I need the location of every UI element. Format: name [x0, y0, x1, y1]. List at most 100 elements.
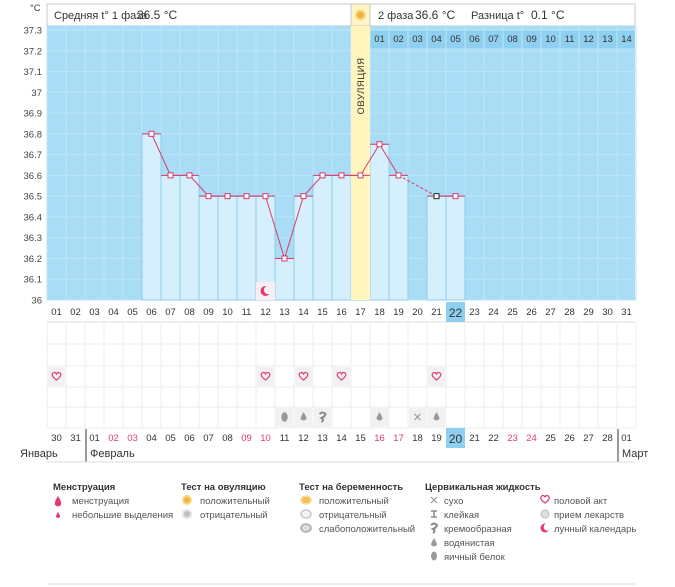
calendar-date-label[interactable]: 21	[469, 433, 480, 444]
sex-cell	[257, 367, 274, 386]
cycle-day-label[interactable]: 03	[89, 307, 100, 318]
temperature-point[interactable]	[357, 172, 364, 179]
cycle-day-label[interactable]: 11	[242, 307, 252, 318]
temperature-point[interactable]	[205, 193, 212, 200]
calendar-date-label[interactable]: 05	[165, 433, 176, 444]
calendar-date-label[interactable]: 26	[564, 433, 575, 444]
cycle-day-label[interactable]: 19	[393, 307, 404, 318]
cycle-day-label[interactable]: 26	[526, 307, 537, 318]
cycle-day-label[interactable]: 01	[51, 307, 62, 318]
temperature-segment	[151, 133, 171, 176]
cycle-day-label[interactable]: 13	[279, 307, 290, 318]
calendar-date-label[interactable]: 17	[393, 433, 404, 444]
cycle-day-label[interactable]: 27	[545, 307, 556, 318]
cycle-day-label[interactable]: 25	[507, 307, 518, 318]
temperature-point[interactable]	[148, 130, 155, 137]
temperature-segment	[379, 143, 399, 176]
cycle-day-label[interactable]: 08	[184, 307, 195, 318]
temperature-point[interactable]	[376, 141, 383, 148]
legend-pregnancy-negative: отрицательный	[319, 510, 387, 521]
sex-heart-icon[interactable]	[336, 371, 347, 381]
calendar-date-label[interactable]: 14	[336, 433, 347, 444]
temperature-point[interactable]	[395, 172, 402, 179]
temperature-point[interactable]	[319, 172, 326, 179]
fluid-eggwhite-icon	[431, 551, 437, 561]
cycle-day-label[interactable]: 16	[336, 307, 347, 318]
cycle-day-label[interactable]: 15	[317, 307, 328, 318]
calendar-date-label[interactable]: 06	[184, 433, 195, 444]
sex-heart-icon[interactable]	[431, 371, 442, 381]
temperature-column	[426, 195, 447, 301]
cycle-day-label[interactable]: 22	[449, 306, 463, 320]
fluid-dry-icon[interactable]	[414, 413, 421, 421]
temperature-point[interactable]	[452, 193, 459, 200]
calendar-date-label[interactable]: 01	[621, 433, 632, 444]
cycle-day-label[interactable]: 07	[165, 307, 176, 318]
cycle-day-label[interactable]: 09	[203, 307, 214, 318]
temperature-point[interactable]	[243, 193, 250, 200]
temperature-point[interactable]	[433, 193, 440, 200]
calendar-date-label[interactable]: 23	[507, 433, 518, 444]
cycle-day-label[interactable]: 14	[298, 307, 309, 318]
calendar-date-label[interactable]: 30	[51, 433, 62, 444]
cycle-day-label[interactable]: 21	[431, 307, 442, 318]
cycle-day-label[interactable]: 17	[355, 307, 366, 318]
calendar-date-label[interactable]: 07	[203, 433, 214, 444]
cycle-day-label[interactable]: 18	[374, 307, 385, 318]
fluid-eggwhite-icon[interactable]	[281, 412, 288, 422]
sex-heart-icon[interactable]	[298, 371, 309, 381]
calendar-date-label[interactable]: 15	[355, 433, 366, 444]
cycle-day-label[interactable]: 05	[127, 307, 138, 318]
cycle-day-label[interactable]: 28	[564, 307, 575, 318]
fluid-watery-icon[interactable]	[376, 412, 383, 421]
calendar-date-label[interactable]: 31	[70, 433, 81, 444]
temperature-point[interactable]	[300, 193, 307, 200]
calendar-date-label[interactable]: 13	[317, 433, 328, 444]
month-prev: Январь	[20, 448, 58, 460]
legend-other-sex: половой акт	[554, 496, 608, 507]
cycle-day-label[interactable]: 02	[70, 307, 81, 318]
cycle-day-label[interactable]: 04	[108, 307, 119, 318]
cycle-day-label[interactable]: 30	[602, 307, 613, 318]
cycle-day-label[interactable]: 06	[146, 307, 157, 318]
calendar-date-label[interactable]: 18	[412, 433, 423, 444]
calendar-date-label[interactable]: 25	[545, 433, 556, 444]
calendar-date-label[interactable]: 08	[222, 433, 233, 444]
sex-heart-icon[interactable]	[260, 371, 271, 381]
phase2-day-label: 14	[621, 34, 632, 45]
temperature-point[interactable]	[167, 172, 174, 179]
calendar-date-label[interactable]: 28	[602, 433, 613, 444]
calendar-date-label[interactable]: 04	[146, 433, 157, 444]
temperature-point[interactable]	[186, 172, 193, 179]
calendar-date-label[interactable]: 16	[374, 433, 385, 444]
temperature-point[interactable]	[281, 255, 288, 262]
cycle-day-label[interactable]: 24	[488, 307, 499, 318]
cycle-day-label[interactable]: 20	[412, 307, 423, 318]
temperature-point[interactable]	[224, 193, 231, 200]
cycle-day-label[interactable]: 12	[260, 307, 271, 318]
cycle-day-label[interactable]: 29	[583, 307, 594, 318]
calendar-date-label[interactable]: 01	[89, 433, 100, 444]
fluid-creamy-icon[interactable]	[318, 411, 327, 423]
fluid-watery-icon[interactable]	[300, 412, 307, 421]
temperature-point[interactable]	[338, 172, 345, 179]
calendar-date-label[interactable]: 11	[280, 433, 290, 444]
calendar-date-label[interactable]: 12	[298, 433, 309, 444]
temperature-column	[312, 174, 333, 301]
calendar-date-label[interactable]: 10	[260, 433, 271, 444]
calendar-date-label[interactable]: 19	[431, 433, 442, 444]
temperature-point[interactable]	[262, 193, 269, 200]
fluid-watery-icon[interactable]	[433, 412, 440, 421]
cycle-day-label[interactable]: 23	[469, 307, 480, 318]
cycle-day-label[interactable]: 31	[621, 307, 632, 318]
calendar-date-label[interactable]: 27	[583, 433, 594, 444]
calendar-date-label[interactable]: 20	[449, 432, 463, 446]
calendar-date-label[interactable]: 03	[127, 433, 138, 444]
sex-heart-icon[interactable]	[51, 371, 62, 381]
calendar-date-label[interactable]: 02	[108, 433, 119, 444]
cycle-day-label[interactable]: 10	[222, 307, 233, 318]
calendar-date-label[interactable]: 09	[241, 433, 252, 444]
y-tick-label: 36.6	[24, 171, 43, 182]
calendar-date-label[interactable]: 24	[526, 433, 537, 444]
calendar-date-label[interactable]: 22	[488, 433, 499, 444]
